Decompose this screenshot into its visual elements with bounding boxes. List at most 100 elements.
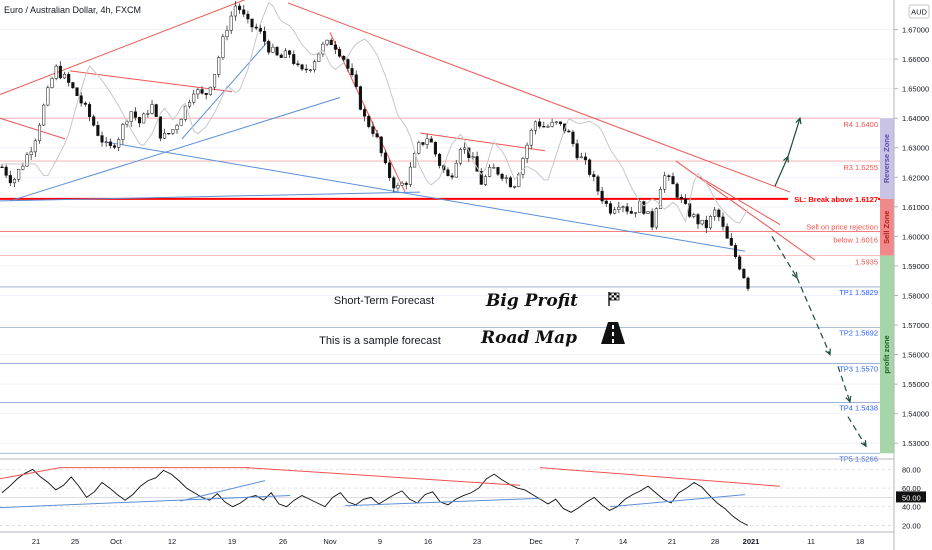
forecast-arrow [774,156,789,187]
candle-body [663,175,667,190]
osc-trendline [0,495,291,509]
x-tick-label: 7 [575,537,579,546]
y-tick-label: 1.57000 [902,321,929,330]
x-tick-label: 2021 [743,537,760,546]
x-tick-label: Nov [323,537,337,546]
candle-body [625,206,629,212]
currency-badge: AUD [908,4,930,19]
candle-body [242,9,246,15]
candle-body [654,208,658,228]
candle-body [71,82,75,89]
currency-label: AUD [911,8,927,17]
candle-body [417,142,421,154]
candle-body [363,109,367,117]
candle-body [108,141,112,146]
trendline [699,176,781,225]
candle-body [479,171,483,185]
candle-body [171,129,175,134]
candle-body [117,139,121,148]
candle-body [21,165,25,170]
candle-body [29,151,33,155]
trendline [9,97,341,202]
y-tick-label: 1.63000 [902,144,929,153]
osc-tick-label: 60.00 [902,484,921,493]
candle-body [175,125,179,130]
y-tick-label: 1.61000 [902,203,929,212]
x-tick-label: 26 [279,537,287,546]
candle-body [525,144,529,159]
candle-body [58,65,62,79]
x-tick-label: 21 [668,537,676,546]
candle-body [583,156,588,161]
candle-body [496,167,500,175]
x-tick-label: 14 [619,537,627,546]
y-tick-label: 1.54000 [902,410,929,419]
candle-body [296,63,300,66]
level-label: R4 1.6400 [843,120,878,129]
level-label: TP1 1.5829 [839,288,878,297]
candle-body [104,141,108,143]
x-tick-label: Oct [110,537,123,546]
candle-body [267,41,271,53]
candle-body [371,126,375,134]
candle-body [538,121,542,127]
zone-band [880,198,894,256]
candle-body [454,162,458,178]
candle-body [187,101,192,107]
candle-body [579,156,583,159]
y-tick-label: 1.59000 [902,262,929,271]
candle-body [429,138,433,143]
candle-body [8,175,12,184]
x-tick-label: 11 [807,537,815,546]
trendlines [0,0,816,261]
candle-body [508,177,512,188]
zone-label: Reverse Zone [882,134,891,183]
candle-body [333,44,337,50]
candle-body [217,57,221,75]
candle-body [575,143,579,159]
y-tick-label: 1.67000 [902,26,929,35]
candle-body [713,209,717,217]
level-label: below 1.6016 [833,236,878,245]
candle-body [554,121,558,123]
candle-body [629,211,633,214]
candle-body [450,175,454,178]
grid [0,29,894,444]
candle-body [179,119,183,126]
candle-body [133,111,137,118]
y-tick-label: 1.58000 [902,291,929,300]
x-tick-label: 16 [424,537,432,546]
osc-tick-label: 50.00 [902,493,921,502]
candle-body [200,89,204,94]
candle-body [12,179,17,184]
candle-body [208,86,212,95]
osc-tick-label: 40.00 [902,503,921,512]
candle-body [304,68,308,71]
candle-body [563,123,567,132]
osc-tick-label: 80.00 [902,465,921,474]
candle-body [212,74,217,88]
candle-body [475,156,479,172]
checkered-flag-icon [608,292,620,306]
candle-body [696,214,700,225]
candle-body [346,59,350,69]
zone-band [880,118,894,199]
candle-body [633,212,638,214]
candle-body [721,216,725,227]
candle-body [288,50,292,55]
osc-trendline [179,480,266,502]
candle-body [258,27,262,32]
candle-body [542,126,546,128]
candle-body [279,54,283,58]
candle-body [617,206,621,210]
road-map-label: Road Map [480,328,577,348]
level-label: TP2 1.5692 [839,328,878,337]
candle-body [621,206,625,208]
forecast-arrow [837,366,851,403]
candle-body [225,30,229,37]
candle-body [413,152,417,168]
candle-body [404,182,408,185]
candle-body [463,147,467,150]
candle-body [46,87,50,106]
